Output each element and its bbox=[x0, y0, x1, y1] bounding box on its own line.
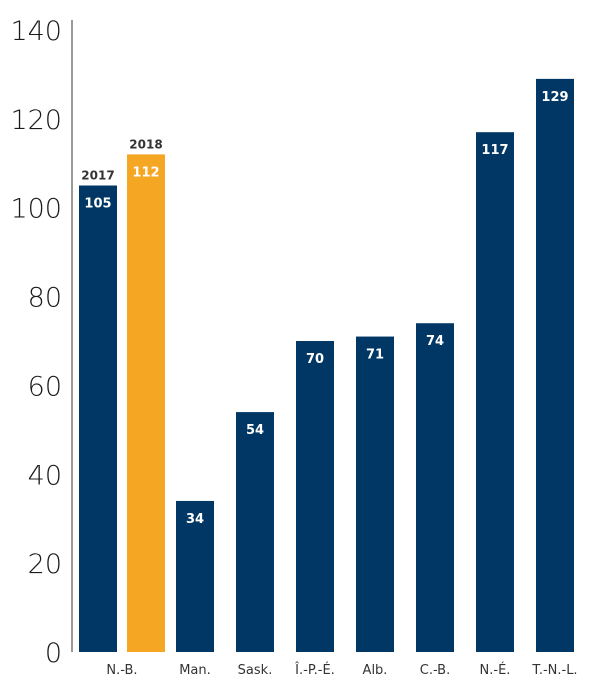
bar-value-label: 129 bbox=[541, 90, 568, 105]
x-tick-label: Î.-P.-É. bbox=[294, 662, 335, 678]
bars-group: 105 2017 112 2018 34 54 70 71 74 117 129 bbox=[79, 78, 574, 652]
bar bbox=[127, 154, 165, 652]
bar-value-label: 70 bbox=[306, 352, 324, 367]
bar-year-label: 2018 bbox=[129, 137, 162, 151]
x-axis-ticks: N.-B. Man. Sask. Î.-P.-É. Alb. C.-B. N.-É. T.-N… bbox=[106, 662, 577, 678]
bar-value-label: 112 bbox=[132, 165, 159, 180]
x-tick-label: Man. bbox=[179, 663, 211, 678]
y-tick-label: 20 bbox=[28, 549, 62, 580]
bar-year-label: 2017 bbox=[81, 169, 114, 183]
y-tick-label: 0 bbox=[45, 638, 62, 669]
bar bbox=[236, 412, 274, 652]
y-tick-label: 100 bbox=[10, 194, 62, 225]
bar-value-label: 74 bbox=[426, 334, 444, 349]
x-tick-label: N.-É. bbox=[480, 662, 511, 678]
x-tick-label: Sask. bbox=[238, 663, 273, 678]
bar-value-label: 71 bbox=[366, 348, 384, 363]
bar bbox=[79, 185, 117, 652]
bar-value-label: 117 bbox=[481, 143, 508, 158]
y-tick-label: 80 bbox=[28, 283, 62, 314]
bar bbox=[416, 323, 454, 652]
x-tick-label: C.-B. bbox=[420, 663, 451, 678]
x-tick-label: T.-N.-L. bbox=[531, 663, 577, 678]
bar bbox=[176, 500, 214, 652]
bar bbox=[356, 336, 394, 652]
x-tick-label: Alb. bbox=[363, 663, 388, 678]
bar-value-label: 105 bbox=[84, 197, 111, 212]
bar bbox=[536, 78, 574, 652]
y-tick-label: 40 bbox=[28, 460, 62, 491]
y-tick-label: 60 bbox=[28, 371, 62, 402]
y-axis-ticks: 0 20 40 60 80 100 120 140 bbox=[10, 16, 62, 669]
bar bbox=[476, 132, 514, 652]
x-tick-label: N.-B. bbox=[106, 663, 137, 678]
y-tick-label: 140 bbox=[10, 16, 62, 47]
bar-value-label: 54 bbox=[246, 423, 264, 438]
bar bbox=[296, 341, 334, 652]
bar-value-label: 34 bbox=[186, 512, 204, 527]
y-tick-label: 120 bbox=[10, 105, 62, 136]
